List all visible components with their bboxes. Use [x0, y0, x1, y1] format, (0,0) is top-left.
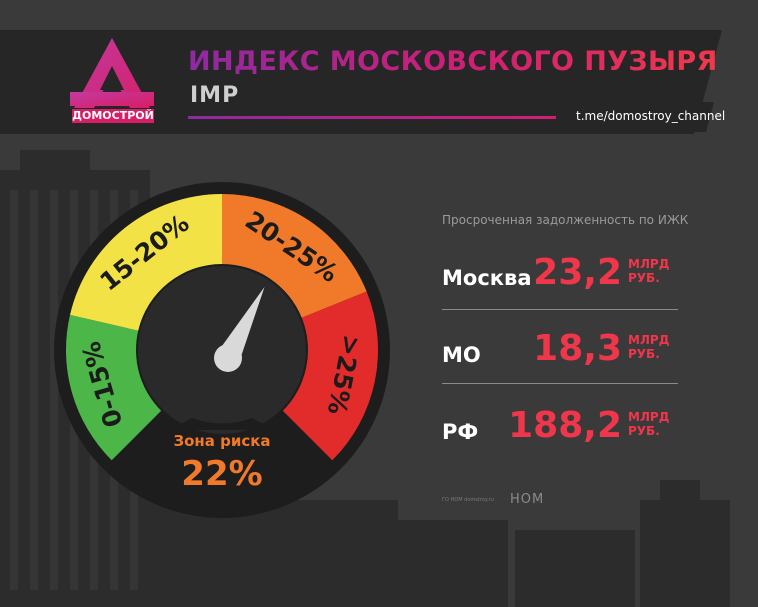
unit-line-2: РУБ. [628, 271, 660, 285]
header-banner [0, 30, 722, 134]
row-value-rf: 188,2 [508, 405, 622, 446]
row-value-mo: 18,3 [533, 328, 622, 369]
channel-link[interactable]: t.me/domostroy_channel [576, 109, 726, 123]
gauge-zone-2 [69, 194, 223, 331]
gauge-bottom-cut [170, 418, 274, 430]
risk-zone-value: 22% [181, 454, 263, 494]
gauge-needle-hub [214, 344, 242, 372]
row-unit-rf: МЛРД РУБ. [628, 410, 688, 438]
row-unit-moscow: МЛРД РУБ. [628, 257, 688, 285]
logo-text: ДОМОСТРОЙ [72, 109, 154, 123]
unit-line-1: МЛРД [628, 410, 670, 424]
row-label-mo: МО [442, 343, 481, 367]
page-title: ИНДЕКС МОСКОВСКОГО ПУЗЫРЯ [188, 46, 718, 77]
gauge-zone-3 [222, 194, 367, 318]
unit-line-1: МЛРД [628, 257, 670, 271]
gauge-zone-1 [65, 314, 162, 461]
partner-logo: НОМ [510, 492, 545, 507]
row-value-moscow: 23,2 [533, 252, 622, 293]
risk-zone-label: Зона риска [173, 432, 271, 450]
row-label-rf: РФ [442, 420, 479, 444]
row-divider [442, 309, 678, 310]
domostroy-logo [70, 38, 154, 108]
row-unit-mo: МЛРД РУБ. [628, 333, 688, 361]
source-note: ГО НОМ domstroy.ru [442, 497, 494, 503]
risk-gauge: 0-15%15-20% 20-25%>25% [54, 182, 390, 518]
unit-line-2: РУБ. [628, 424, 660, 438]
row-label-moscow: Москва [442, 266, 532, 290]
page-subtitle: IMP [190, 83, 240, 108]
channel-tag-bg [562, 102, 714, 132]
gauge-zone-4 [282, 291, 378, 461]
row-divider [442, 383, 678, 384]
unit-line-1: МЛРД [628, 333, 670, 347]
title-underline [188, 116, 556, 119]
unit-line-2: РУБ. [628, 347, 660, 361]
panel-title: Просроченная задолженность по ИЖК [442, 213, 689, 227]
